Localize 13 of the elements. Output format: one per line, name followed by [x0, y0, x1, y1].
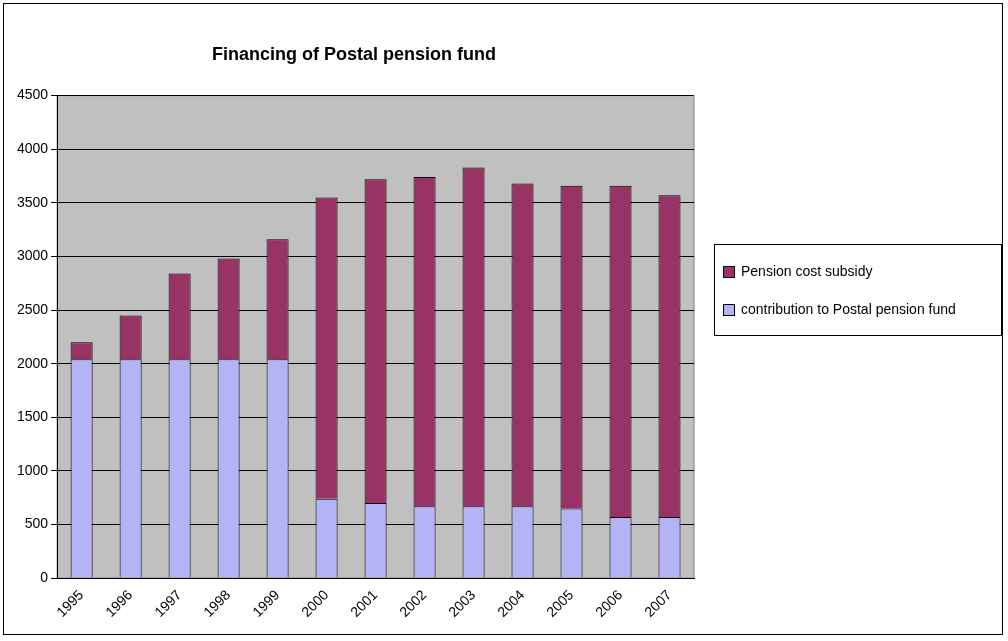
y-tick-label: 4000 [16, 140, 49, 157]
y-tick-label: 500 [24, 515, 49, 532]
y-tick-label: 3000 [16, 247, 49, 264]
legend-label: contribution to Postal pension fund [741, 301, 956, 317]
legend-label: Pension cost subsidy [741, 263, 873, 279]
y-tick-label: 4500 [16, 86, 49, 103]
y-tick-label: 0 [40, 568, 49, 585]
y-tick-label: 1500 [16, 408, 49, 425]
y-tick-label: 2500 [16, 300, 49, 317]
chart-title: Financing of Postal pension fund [212, 43, 496, 64]
y-tick-label: 2000 [16, 354, 49, 371]
y-tick-label: 3500 [16, 193, 49, 210]
y-tick-label: 1000 [16, 461, 49, 478]
